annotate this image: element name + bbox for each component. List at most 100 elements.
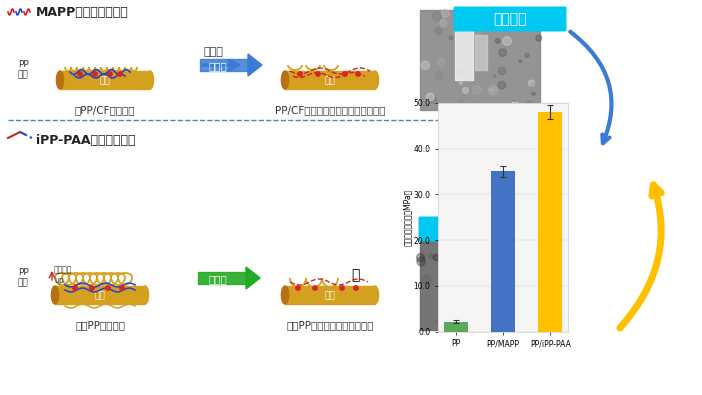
Circle shape — [461, 325, 468, 334]
FancyBboxPatch shape — [453, 6, 567, 32]
Polygon shape — [246, 267, 260, 289]
Circle shape — [516, 279, 524, 288]
Text: 破坏时: 破坏时 — [203, 47, 223, 57]
Circle shape — [340, 286, 344, 290]
Circle shape — [503, 85, 512, 94]
Circle shape — [484, 265, 487, 268]
Circle shape — [521, 55, 528, 62]
Circle shape — [296, 286, 300, 290]
Circle shape — [464, 313, 473, 322]
Text: 牢固的粘合力: 牢固的粘合力 — [461, 222, 511, 236]
Circle shape — [432, 100, 439, 107]
Circle shape — [455, 104, 462, 111]
Circle shape — [534, 94, 538, 99]
Circle shape — [454, 267, 456, 270]
Text: 通过PP基体结晶: 通过PP基体结晶 — [75, 320, 125, 330]
Circle shape — [503, 256, 506, 259]
Circle shape — [508, 296, 512, 301]
Circle shape — [466, 271, 477, 281]
Circle shape — [78, 72, 82, 76]
Circle shape — [435, 79, 439, 82]
FancyArrowPatch shape — [620, 185, 661, 328]
Circle shape — [500, 26, 505, 32]
Ellipse shape — [51, 286, 58, 304]
Circle shape — [444, 217, 452, 226]
Text: 破坏时: 破坏时 — [208, 61, 227, 71]
Ellipse shape — [141, 286, 149, 304]
Circle shape — [459, 63, 463, 68]
Circle shape — [513, 55, 521, 63]
Bar — [60, 71, 150, 89]
Bar — [285, 286, 375, 304]
Ellipse shape — [455, 261, 496, 328]
Text: 粘合力弱: 粘合力弱 — [494, 12, 526, 26]
Text: 纤维: 纤维 — [100, 77, 110, 85]
Circle shape — [494, 265, 503, 273]
Circle shape — [458, 60, 465, 68]
Circle shape — [505, 273, 514, 283]
Ellipse shape — [147, 71, 154, 89]
Polygon shape — [248, 54, 262, 76]
Text: PP
晶体: PP 晶体 — [18, 60, 29, 80]
Circle shape — [487, 279, 495, 287]
Circle shape — [478, 42, 486, 50]
Circle shape — [108, 72, 112, 76]
Text: 通过PP基体破坏（破坏凝聚）: 通过PP基体破坏（破坏凝聚） — [286, 320, 373, 330]
Circle shape — [439, 293, 446, 300]
Ellipse shape — [56, 71, 64, 89]
Circle shape — [478, 70, 483, 75]
Circle shape — [515, 292, 519, 296]
Circle shape — [451, 238, 458, 246]
Circle shape — [106, 286, 110, 290]
Circle shape — [524, 73, 531, 81]
Circle shape — [450, 308, 462, 320]
Circle shape — [498, 97, 503, 102]
Circle shape — [421, 225, 432, 236]
Circle shape — [73, 286, 77, 290]
Circle shape — [536, 229, 540, 232]
Circle shape — [490, 107, 494, 111]
Circle shape — [90, 286, 94, 290]
Circle shape — [484, 69, 488, 73]
FancyBboxPatch shape — [418, 216, 553, 241]
Bar — [200, 59, 248, 71]
Text: PP
晶体: PP 晶体 — [18, 268, 29, 288]
Text: 纤维: 纤维 — [324, 292, 336, 301]
Circle shape — [343, 72, 347, 76]
Circle shape — [484, 40, 489, 46]
Bar — [55, 286, 145, 304]
Circle shape — [482, 280, 493, 291]
Circle shape — [474, 105, 476, 107]
Circle shape — [531, 10, 535, 14]
Circle shape — [497, 42, 505, 50]
Circle shape — [468, 9, 476, 17]
Text: 10μm: 10μm — [510, 102, 530, 108]
Ellipse shape — [371, 71, 378, 89]
Bar — [420, 220, 540, 330]
Text: 破坏时: 破坏时 — [208, 274, 227, 284]
Circle shape — [441, 222, 452, 233]
Ellipse shape — [282, 71, 289, 89]
Bar — [198, 272, 246, 284]
Circle shape — [118, 72, 122, 76]
Text: 向PP/CF界面偏析: 向PP/CF界面偏析 — [74, 105, 135, 115]
Circle shape — [496, 216, 507, 226]
Circle shape — [520, 96, 529, 105]
Circle shape — [522, 63, 526, 68]
Circle shape — [453, 15, 456, 17]
Y-axis label: 界面せん断強度（MPa）: 界面せん断強度（MPa） — [403, 189, 412, 246]
Circle shape — [463, 76, 470, 83]
Bar — [285, 71, 375, 89]
Circle shape — [456, 29, 464, 36]
Circle shape — [313, 286, 317, 290]
Circle shape — [497, 31, 499, 34]
Circle shape — [316, 72, 320, 76]
Ellipse shape — [371, 286, 378, 304]
Text: 10μm: 10μm — [518, 322, 538, 328]
Bar — [475, 35, 487, 70]
Circle shape — [433, 53, 437, 57]
Bar — [455, 25, 473, 80]
Text: MAPP（现有增容剂）: MAPP（现有增容剂） — [36, 6, 128, 19]
Circle shape — [493, 91, 498, 96]
Circle shape — [504, 60, 507, 62]
